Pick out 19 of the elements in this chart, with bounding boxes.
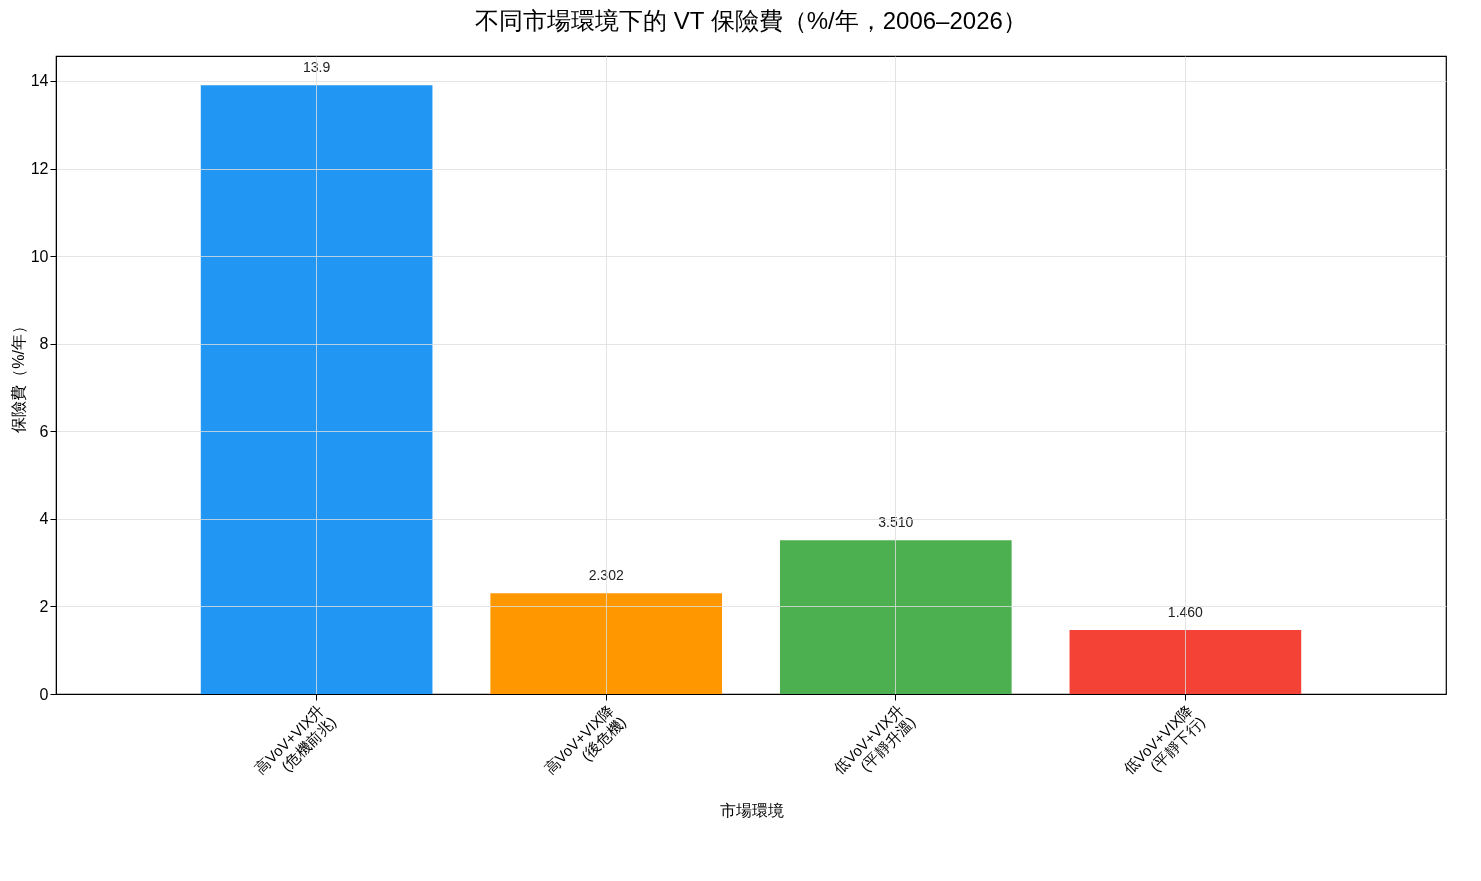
y-tick-label: 8 bbox=[39, 335, 49, 353]
bar bbox=[200, 85, 433, 694]
data-label: 3.510 bbox=[878, 514, 914, 531]
data-label: 1.460 bbox=[1167, 604, 1204, 621]
y-tick-label: 12 bbox=[30, 160, 49, 178]
y-tick-label: 0 bbox=[39, 685, 49, 703]
x-axis-title: 市場環境 bbox=[719, 802, 784, 820]
bar bbox=[1069, 630, 1302, 694]
bar bbox=[490, 593, 723, 694]
data-label: 13.9 bbox=[303, 59, 331, 76]
chart-title: 不同市場環境下的 VT 保險費（%/年，2006–2026） bbox=[475, 7, 1027, 34]
y-tick-label: 14 bbox=[30, 72, 49, 90]
y-tick-label: 4 bbox=[39, 510, 49, 528]
y-tick-label: 6 bbox=[39, 422, 49, 440]
data-label: 2.302 bbox=[588, 567, 624, 584]
bar bbox=[779, 540, 1012, 694]
y-tick-label: 10 bbox=[30, 247, 49, 265]
y-axis-title: 保險費（%/年） bbox=[9, 318, 27, 433]
y-tick-label: 2 bbox=[39, 597, 49, 615]
